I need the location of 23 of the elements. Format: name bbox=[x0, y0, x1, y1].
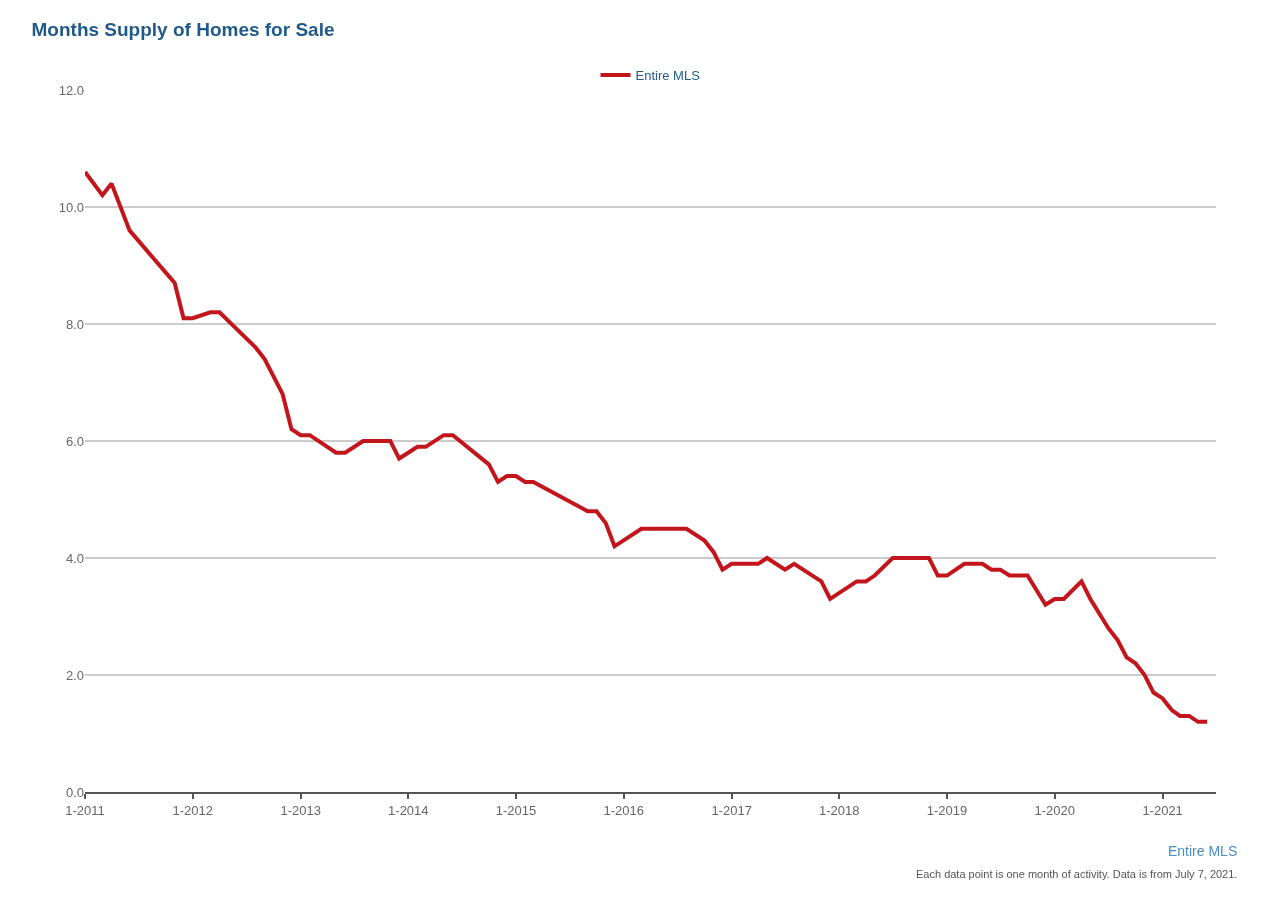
x-tick-label: 1-2011 bbox=[65, 802, 105, 818]
x-tick-label: 1-2016 bbox=[603, 802, 644, 818]
x-tick-label: 1-2013 bbox=[280, 802, 321, 818]
x-tick-label: 1-2019 bbox=[926, 802, 968, 818]
line-series bbox=[85, 169, 1210, 724]
x-tick-label: 1-2020 bbox=[1034, 802, 1075, 818]
x-tick-label: 1-2014 bbox=[388, 802, 429, 818]
text: Entire MLS bbox=[1168, 843, 1238, 859]
y-tick-label: 0.0 bbox=[65, 784, 84, 800]
y-tick-label: 4.0 bbox=[65, 550, 84, 566]
legend-label: Entire MLS bbox=[635, 68, 701, 84]
y-tick-label: 12.0 bbox=[58, 82, 84, 98]
y-tick-label: 2.0 bbox=[65, 667, 84, 683]
x-tick-label: 1-2012 bbox=[172, 802, 213, 818]
y-tick-label: 6.0 bbox=[65, 433, 84, 449]
y-tick-label: 10.0 bbox=[58, 199, 84, 215]
x-tick-label: 1-2021 bbox=[1142, 802, 1183, 818]
y-tick-label: 8.0 bbox=[65, 316, 84, 332]
x-tick-label: 1-2017 bbox=[711, 802, 752, 818]
chart-title: Months Supply of Homes for Sale bbox=[31, 19, 335, 41]
x-tick-label: 1-2015 bbox=[495, 802, 537, 818]
text: Each data point is one month of activity. Data is from July 7, 2021. bbox=[916, 868, 1238, 880]
x-tick-label: 1-2018 bbox=[819, 802, 860, 818]
